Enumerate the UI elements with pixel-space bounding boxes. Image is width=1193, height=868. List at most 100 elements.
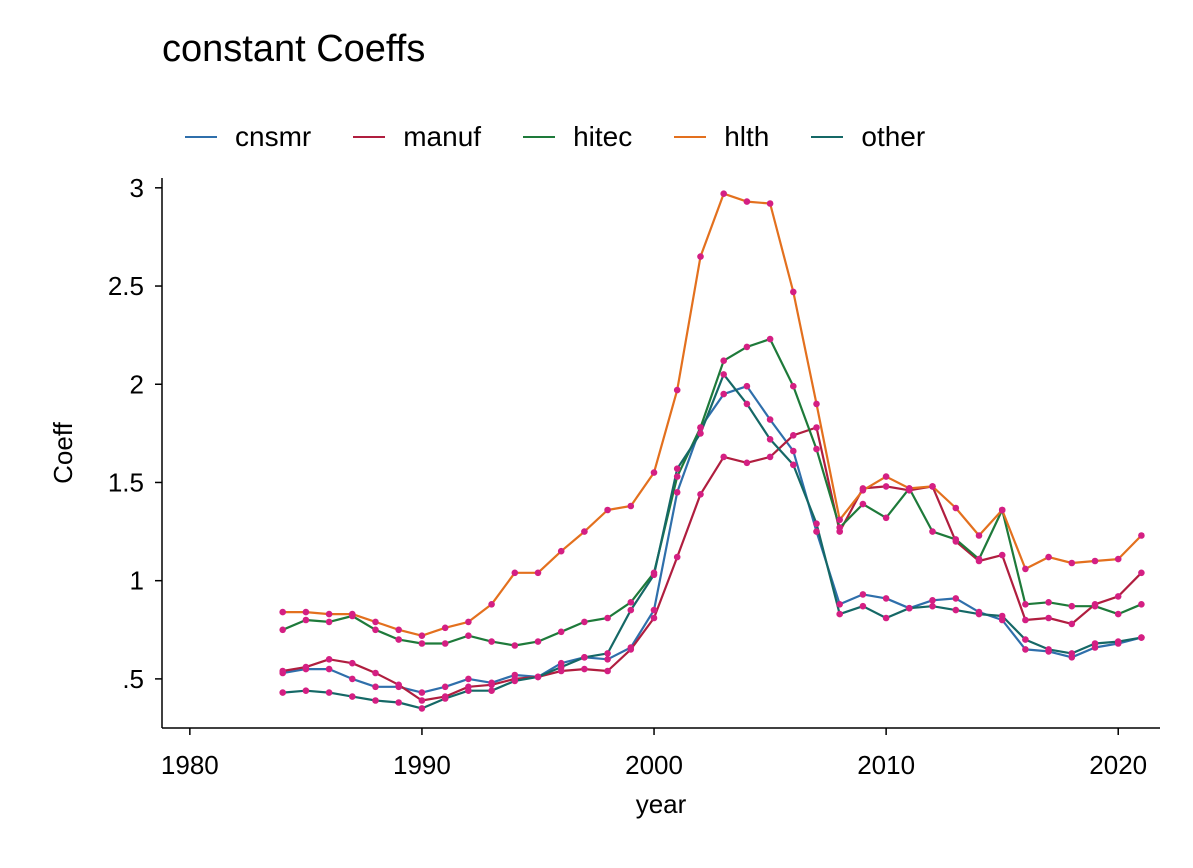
data-point-cnsmr [859,591,867,598]
data-point-other [975,610,983,618]
data-point-cnsmr [720,390,727,398]
data-point-other [720,371,727,378]
data-point-hitec [673,473,681,480]
data-point-hitec [372,626,379,634]
data-point-hlth [349,610,356,618]
data-point-other [859,602,867,610]
data-point-other [952,606,960,614]
data-point-hitec [1022,601,1029,608]
data-point-manuf [882,483,890,490]
data-point-other [372,697,379,704]
data-point-hlth [372,618,379,626]
legend-swatch-hitec [523,136,556,138]
data-point-manuf [1138,569,1145,577]
legend-label-hitec: hitec [573,121,633,152]
x-tick-label: 2020 [1089,750,1147,780]
data-point-hlth [511,569,519,577]
data-point-other [697,430,704,437]
data-point-other [604,650,611,657]
data-point-manuf [627,646,635,653]
data-point-cnsmr [650,606,658,614]
data-point-hitec [441,640,449,647]
data-point-hlth [813,400,820,408]
data-point-hlth [627,502,635,510]
data-point-cnsmr [441,683,449,691]
legend: cnsmr manuf hitec hlth other [185,121,967,153]
data-point-cnsmr [929,597,936,604]
data-point-cnsmr [465,675,472,683]
data-point-hitec [882,514,890,522]
data-point-manuf [790,432,797,439]
data-point-other [906,604,913,612]
data-point-hlth [279,608,287,616]
data-point-hitec [395,636,403,643]
data-point-other [1068,650,1076,657]
data-point-hlth [325,610,333,618]
data-point-cnsmr [813,528,820,535]
data-point-other [581,654,588,661]
x-tick-label: 2010 [857,750,915,780]
x-axis-label: year [636,789,687,819]
series-line-cnsmr [282,385,1142,694]
data-point-manuf [325,656,333,663]
data-point-hitec [720,357,727,365]
data-point-other [418,705,426,712]
data-point-hlth [1114,555,1122,563]
data-point-hitec [766,335,774,343]
data-point-hlth [1045,553,1052,561]
data-point-other [325,689,333,696]
data-point-hitec [1114,610,1122,618]
data-point-hlth [929,483,936,490]
legend-label-other: other [861,121,926,152]
data-point-hlth [650,469,658,476]
data-point-cnsmr [836,601,843,608]
y-tick-label: 2.5 [108,271,144,301]
data-point-hitec [1091,602,1099,610]
data-point-cnsmr [1022,646,1029,653]
data-point-hlth [1138,532,1145,539]
data-point-hitec [465,632,472,639]
data-point-manuf [418,697,426,704]
chart-title: constant Coeffs [162,28,426,70]
data-point-cnsmr [766,416,774,423]
data-point-manuf [998,551,1006,559]
data-point-other [557,663,565,671]
data-point-hitec [813,445,820,453]
data-point-manuf [650,614,658,622]
y-tick-label: 3 [130,173,144,203]
data-point-manuf [581,665,588,673]
legend-item-hitec: hitec [523,121,632,153]
data-point-manuf [766,453,774,461]
data-point-other [1022,636,1029,643]
legend-label-manuf: manuf [403,121,482,152]
data-point-hlth [882,473,890,480]
data-point-hlth [673,386,681,394]
data-point-other [627,606,635,614]
data-point-manuf [720,453,727,461]
legend-item-cnsmr: cnsmr [185,121,311,153]
data-point-cnsmr [882,595,890,602]
data-point-hitec [929,528,936,535]
data-point-cnsmr [372,683,379,691]
data-point-hitec [627,599,635,606]
series-line-hlth [282,192,1143,637]
data-point-hlth [859,487,867,494]
data-point-hitec [697,424,704,431]
data-point-hlth [581,528,588,535]
data-point-other [650,571,658,579]
data-point-hlth [906,485,913,492]
legend-swatch-other [811,136,844,138]
data-point-manuf [279,667,287,675]
data-point-hitec [952,536,960,543]
data-point-cnsmr [673,489,681,496]
data-point-hlth [998,506,1006,514]
data-point-hlth [1022,565,1029,573]
data-point-hlth [790,288,797,296]
data-point-hlth [1091,557,1099,565]
data-point-hitec [743,343,751,351]
data-point-hlth [534,569,542,577]
data-point-manuf [697,491,704,498]
data-point-hlth [465,618,472,626]
